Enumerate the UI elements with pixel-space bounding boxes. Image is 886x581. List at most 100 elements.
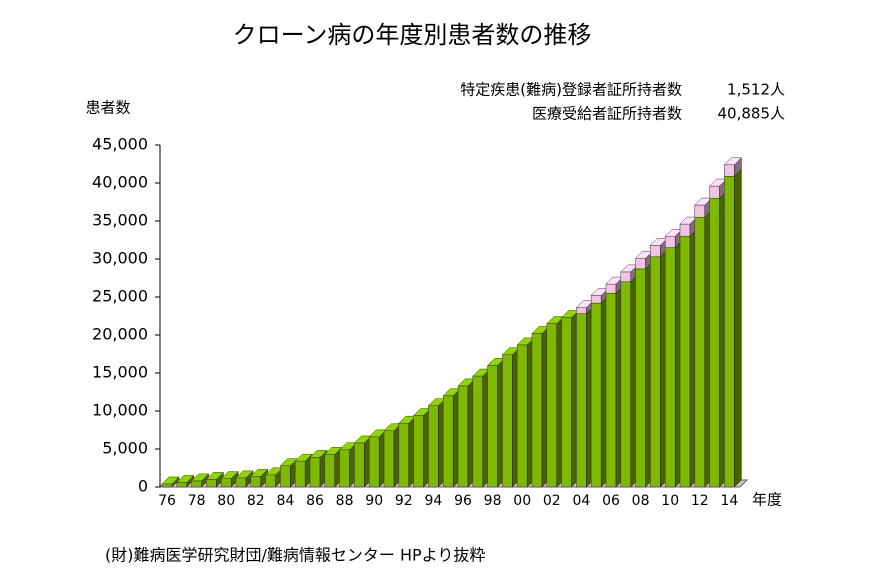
x-tick-label: 04	[572, 493, 590, 509]
bar-top	[176, 475, 195, 483]
bar-top	[294, 453, 313, 462]
bar	[250, 476, 262, 488]
annotation-label: 特定疾患(難病)登録者証所持者数	[460, 81, 682, 99]
bar	[398, 422, 410, 488]
x-tick-label: 98	[484, 493, 502, 509]
bar	[324, 454, 336, 488]
bar	[709, 185, 720, 199]
bar-side	[734, 168, 742, 488]
x-tick-label: 80	[217, 493, 235, 509]
bar-top	[190, 473, 210, 482]
bar	[206, 479, 217, 488]
bar	[620, 271, 632, 283]
x-axis-label: 年度	[752, 491, 782, 509]
y-tick-label: 45,000	[92, 135, 148, 154]
bar	[502, 354, 513, 488]
bar	[576, 313, 587, 488]
x-tick-label: 84	[276, 493, 294, 509]
x-tick-label: 90	[365, 493, 383, 509]
bar-top	[309, 450, 328, 458]
x-tick-label: 08	[632, 493, 650, 509]
bar	[679, 235, 691, 488]
bar	[220, 478, 232, 488]
y-tick-label: 20,000	[92, 325, 148, 344]
bar	[531, 333, 543, 488]
x-tick-label: 14	[720, 493, 738, 509]
bar-top	[220, 471, 239, 479]
bar	[413, 415, 424, 488]
bar	[161, 483, 173, 488]
x-tick-label: 00	[513, 493, 531, 509]
x-tick-label: 96	[454, 493, 472, 509]
bar	[664, 247, 676, 488]
y-tick-label: 30,000	[92, 249, 148, 268]
annotation-label: 医療受給者証所持者数	[532, 105, 682, 123]
y-tick-label: 40,000	[92, 173, 148, 192]
bar-top	[235, 470, 254, 479]
bar	[724, 176, 735, 488]
y-tick-label: 0	[138, 477, 148, 496]
bar-top	[205, 472, 225, 480]
x-tick-label: 78	[188, 493, 206, 509]
bar	[368, 436, 380, 488]
source: (財)難病医学研究財団/難病情報センター HPより抜粋	[105, 546, 485, 565]
bar	[576, 307, 587, 314]
x-tick-label: 12	[691, 493, 709, 509]
bar	[605, 283, 617, 294]
y-tick-label: 15,000	[92, 363, 148, 382]
bar	[605, 292, 617, 488]
bar	[590, 302, 602, 488]
y-tick-label: 25,000	[92, 287, 148, 306]
bar	[339, 449, 350, 488]
bar	[694, 216, 706, 488]
x-tick-label: 92	[395, 493, 413, 509]
bar	[235, 477, 247, 488]
bar	[442, 395, 454, 488]
bar	[679, 223, 691, 237]
bar	[546, 323, 558, 488]
bar-top	[161, 476, 180, 485]
bar-top	[723, 157, 743, 166]
bar	[650, 245, 661, 257]
y-axis-label: 患者数	[85, 99, 130, 117]
x-tick-label: 86	[306, 493, 324, 509]
bar	[487, 365, 498, 488]
x-tick-label: 02	[543, 493, 561, 509]
bar	[457, 385, 469, 488]
bar	[724, 164, 735, 177]
bar	[650, 256, 661, 488]
bar-top	[250, 469, 269, 477]
bar	[709, 197, 720, 488]
bar	[354, 442, 365, 488]
annotation-value: 40,885人	[718, 105, 786, 123]
x-tick-label: 94	[424, 493, 442, 509]
x-tick-label: 10	[661, 493, 679, 509]
x-tick-label: 82	[247, 493, 265, 509]
annotation-value: 1,512人	[727, 81, 785, 99]
bar	[561, 317, 572, 488]
bar	[516, 344, 528, 488]
bar	[635, 268, 646, 488]
bar	[176, 482, 188, 488]
bar	[472, 375, 484, 488]
y-tick-label: 5,000	[102, 439, 148, 458]
bar	[383, 430, 395, 488]
y-tick-label: 10,000	[92, 401, 148, 420]
bar	[191, 480, 202, 488]
y-tick-label: 35,000	[92, 211, 148, 230]
bar	[694, 204, 706, 218]
bar	[428, 405, 439, 488]
bar	[294, 460, 306, 488]
bar	[620, 281, 632, 488]
bar	[635, 257, 646, 270]
bar	[309, 457, 321, 488]
x-tick-label: 76	[158, 493, 176, 509]
x-tick-label: 88	[336, 493, 354, 509]
bar	[664, 235, 676, 248]
bar	[265, 474, 276, 488]
x-tick-label: 06	[602, 493, 620, 509]
bar	[280, 465, 291, 488]
bar	[590, 295, 602, 304]
chart-title: クローン病の年度別患者数の推移	[233, 21, 592, 49]
